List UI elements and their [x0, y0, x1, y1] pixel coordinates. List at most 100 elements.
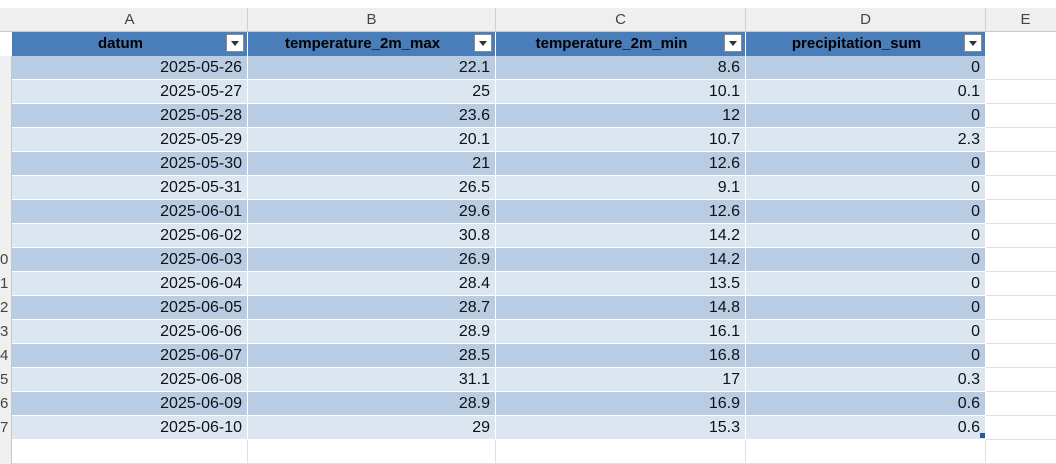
table-cell[interactable]: 14.2	[496, 248, 746, 272]
table-cell[interactable]: 31.1	[248, 368, 496, 392]
filter-dropdown-icon[interactable]	[964, 34, 982, 52]
table-cell[interactable]: 2025-05-31	[12, 176, 248, 200]
row-number[interactable]: 5	[0, 368, 12, 392]
table-cell[interactable]: 2025-05-27	[12, 80, 248, 104]
table-header-datum[interactable]: datum	[12, 32, 248, 56]
column-header-c[interactable]: C	[496, 8, 746, 31]
table-cell[interactable]: 8.6	[496, 56, 746, 80]
table-cell[interactable]: 16.8	[496, 344, 746, 368]
table-cell[interactable]: 10.7	[496, 128, 746, 152]
row-number[interactable]: 7	[0, 416, 12, 440]
table-header-temperature-min[interactable]: temperature_2m_min	[496, 32, 746, 56]
empty-cell[interactable]	[986, 368, 1056, 392]
table-cell[interactable]: 14.2	[496, 224, 746, 248]
table-cell[interactable]: 2025-06-03	[12, 248, 248, 272]
table-cell[interactable]: 12.6	[496, 200, 746, 224]
table-cell[interactable]: 28.7	[248, 296, 496, 320]
row-number[interactable]	[0, 224, 12, 248]
row-number[interactable]: 0	[0, 248, 12, 272]
row-number[interactable]	[0, 56, 12, 80]
table-cell[interactable]: 23.6	[248, 104, 496, 128]
table-header-temperature-max[interactable]: temperature_2m_max	[248, 32, 496, 56]
table-cell[interactable]: 2025-06-01	[12, 200, 248, 224]
empty-cell[interactable]	[986, 176, 1056, 200]
table-cell[interactable]: 2025-05-26	[12, 56, 248, 80]
table-cell[interactable]: 20.1	[248, 128, 496, 152]
column-header-a[interactable]: A	[12, 8, 248, 31]
table-cell[interactable]: 14.8	[496, 296, 746, 320]
column-header-e[interactable]: E	[986, 8, 1056, 31]
table-cell[interactable]: 26.5	[248, 176, 496, 200]
table-header-precipitation-sum[interactable]: precipitation_sum	[746, 32, 986, 56]
row-number[interactable]	[0, 176, 12, 200]
row-number[interactable]: 2	[0, 296, 12, 320]
table-cell[interactable]: 0.6	[746, 392, 986, 416]
table-cell[interactable]: 10.1	[496, 80, 746, 104]
table-cell[interactable]: 0	[746, 320, 986, 344]
table-cell[interactable]: 0	[746, 104, 986, 128]
row-number[interactable]	[0, 440, 12, 464]
table-cell[interactable]: 16.9	[496, 392, 746, 416]
fill-handle-icon[interactable]	[980, 433, 985, 438]
empty-cell[interactable]	[986, 392, 1056, 416]
table-cell[interactable]: 0	[746, 344, 986, 368]
table-cell[interactable]: 2025-06-02	[12, 224, 248, 248]
table-cell[interactable]: 0	[746, 200, 986, 224]
empty-cell[interactable]	[986, 104, 1056, 128]
filter-dropdown-icon[interactable]	[474, 34, 492, 52]
empty-cell[interactable]	[986, 200, 1056, 224]
table-cell[interactable]: 13.5	[496, 272, 746, 296]
empty-cell[interactable]	[986, 152, 1056, 176]
empty-cell[interactable]	[986, 320, 1056, 344]
empty-cell[interactable]	[12, 440, 248, 464]
table-cell[interactable]: 0	[746, 56, 986, 80]
table-cell[interactable]: 28.4	[248, 272, 496, 296]
table-cell[interactable]: 15.3	[496, 416, 746, 440]
table-cell[interactable]: 12.6	[496, 152, 746, 176]
empty-cell[interactable]	[496, 440, 746, 464]
empty-cell[interactable]	[986, 296, 1056, 320]
empty-cell[interactable]	[986, 440, 1056, 464]
column-header-d[interactable]: D	[746, 8, 986, 31]
table-cell[interactable]: 0	[746, 152, 986, 176]
table-cell[interactable]: 16.1	[496, 320, 746, 344]
row-number[interactable]: 4	[0, 344, 12, 368]
table-cell[interactable]: 2025-06-04	[12, 272, 248, 296]
table-cell[interactable]: 2.3	[746, 128, 986, 152]
table-cell[interactable]: 26.9	[248, 248, 496, 272]
table-cell[interactable]: 0	[746, 296, 986, 320]
table-cell[interactable]: 0.6	[746, 416, 986, 440]
table-cell[interactable]: 28.9	[248, 320, 496, 344]
empty-cell[interactable]	[986, 416, 1056, 440]
table-cell[interactable]: 29	[248, 416, 496, 440]
table-cell[interactable]: 2025-05-30	[12, 152, 248, 176]
row-number[interactable]	[0, 104, 12, 128]
empty-cell[interactable]	[746, 440, 986, 464]
table-cell[interactable]: 28.5	[248, 344, 496, 368]
table-cell[interactable]: 0	[746, 272, 986, 296]
table-cell[interactable]: 0.1	[746, 80, 986, 104]
empty-cell[interactable]	[986, 56, 1056, 80]
row-number[interactable]: 3	[0, 320, 12, 344]
table-cell[interactable]: 17	[496, 368, 746, 392]
column-header-b[interactable]: B	[248, 8, 496, 31]
table-cell[interactable]: 2025-05-29	[12, 128, 248, 152]
row-number[interactable]: 1	[0, 272, 12, 296]
table-cell[interactable]: 2025-06-10	[12, 416, 248, 440]
empty-cell[interactable]	[986, 224, 1056, 248]
row-number[interactable]: 6	[0, 392, 12, 416]
empty-cell[interactable]	[248, 440, 496, 464]
table-cell[interactable]: 2025-06-08	[12, 368, 248, 392]
empty-cell[interactable]	[986, 344, 1056, 368]
empty-cell[interactable]	[986, 128, 1056, 152]
empty-cell[interactable]	[986, 248, 1056, 272]
row-number[interactable]	[0, 200, 12, 224]
table-cell[interactable]: 2025-06-07	[12, 344, 248, 368]
table-cell[interactable]: 12	[496, 104, 746, 128]
filter-dropdown-icon[interactable]	[724, 34, 742, 52]
empty-cell[interactable]	[986, 80, 1056, 104]
table-cell[interactable]: 0	[746, 176, 986, 200]
empty-cell[interactable]	[986, 272, 1056, 296]
table-cell[interactable]: 2025-05-28	[12, 104, 248, 128]
